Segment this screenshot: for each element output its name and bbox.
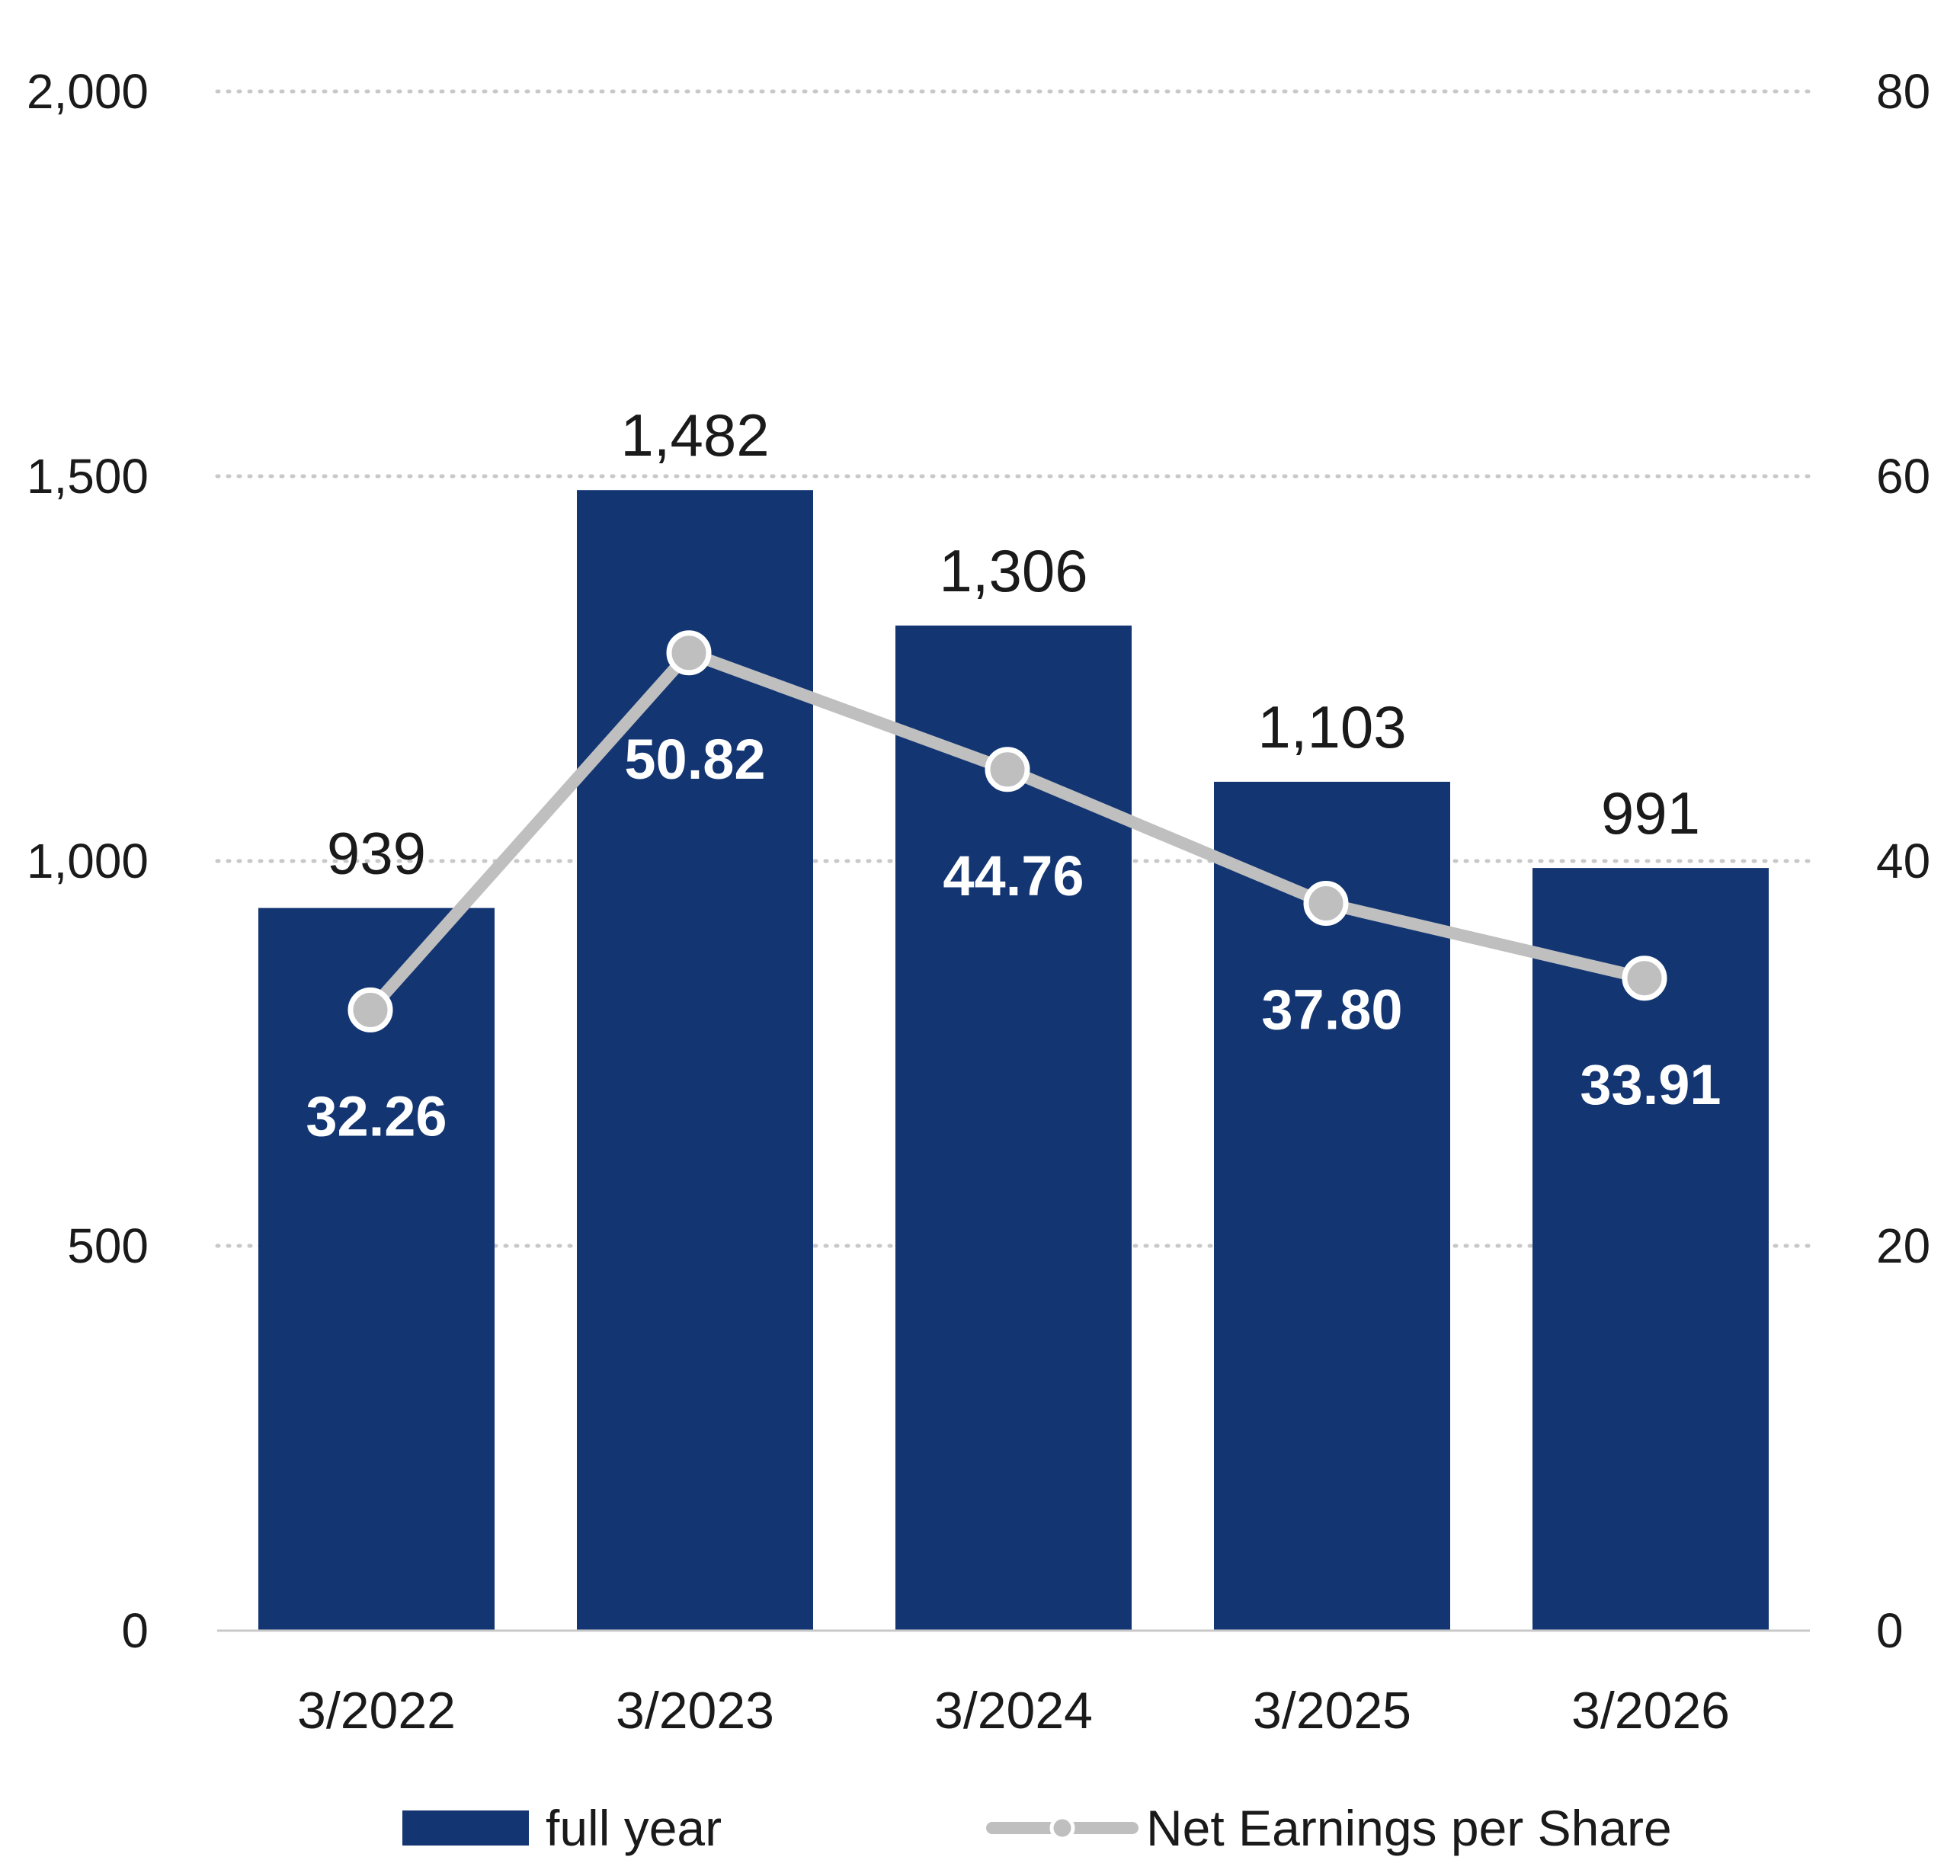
- eps-point-3/2024: [985, 747, 1030, 792]
- legend-swatch-eps-marker: [1049, 1815, 1075, 1841]
- bar-value-label: 939: [327, 820, 426, 887]
- bars: [258, 490, 1769, 1631]
- bar-value-label: 1,306: [939, 537, 1087, 604]
- y-right-tick-label: 20: [1876, 1218, 1930, 1273]
- legend-label-full-year: full year: [546, 1800, 722, 1856]
- bar-3/2024: [895, 625, 1132, 1631]
- x-category-label: 3/2026: [1571, 1682, 1730, 1740]
- y-left-tick-label: 0: [121, 1603, 149, 1658]
- y-right-tick-label: 80: [1876, 64, 1930, 119]
- y-left-tick-label: 500: [67, 1218, 149, 1273]
- legend-swatch-full-year: [402, 1810, 529, 1846]
- eps-value-label: 44.76: [943, 844, 1084, 908]
- eps-point-3/2025: [1303, 881, 1349, 927]
- y-right-tick-label: 40: [1876, 834, 1930, 888]
- y-left-tick-label: 1,000: [27, 834, 149, 888]
- eps-value-label: 33.91: [1580, 1053, 1721, 1116]
- bar-value-label: 991: [1601, 780, 1700, 847]
- x-category-label: 3/2022: [297, 1682, 456, 1740]
- eps-point-3/2026: [1622, 956, 1667, 1001]
- eps-value-label: 50.82: [624, 728, 765, 791]
- axes: 0 500 1,000 1,500 2,000 0 20 40 60 80 3/2022 3/2023…: [27, 64, 1930, 1740]
- y-right-tick-label: 60: [1876, 449, 1930, 504]
- legend-label-net-earnings-per-share: Net Earnings per Share: [1146, 1800, 1672, 1856]
- bar-value-label: 1,482: [620, 402, 769, 469]
- y-right-tick-label: 0: [1876, 1603, 1904, 1658]
- eps-line-series: [347, 630, 1667, 1032]
- eps-point-3/2022: [347, 987, 393, 1032]
- data-labels: 939 1,482 1,306 1,103 991 32.26 50.82 44.76 37.8…: [306, 402, 1721, 1148]
- eps-value-label: 37.80: [1261, 978, 1402, 1042]
- x-category-label: 3/2024: [934, 1682, 1093, 1740]
- y-left-tick-label: 2,000: [27, 64, 149, 119]
- bar-value-label: 1,103: [1257, 693, 1406, 760]
- legend: full year Net Earnings per Share: [402, 1800, 1672, 1856]
- x-category-label: 3/2025: [1253, 1682, 1411, 1740]
- x-category-label: 3/2023: [616, 1682, 774, 1740]
- eps-value-label: 32.26: [306, 1084, 447, 1148]
- y-left-tick-label: 1,500: [27, 449, 149, 504]
- eps-point-3/2023: [666, 630, 712, 676]
